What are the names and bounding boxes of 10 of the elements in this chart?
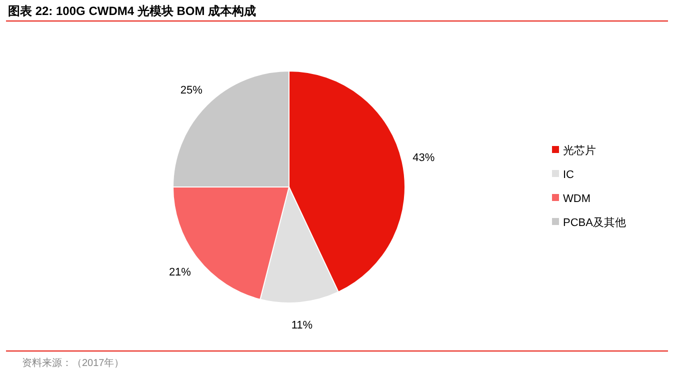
- legend-label: 光芯片: [563, 144, 596, 157]
- text: 资料来源：（2017年）: [22, 357, 124, 369]
- data-label: 25%: [180, 84, 203, 96]
- legend-label: PCBA及其他: [563, 216, 626, 229]
- data-label: 11%: [291, 319, 313, 332]
- data-label: 21%: [168, 266, 192, 279]
- legend-label: WDM: [563, 193, 590, 205]
- data-label: 43%: [412, 152, 435, 164]
- legend-label: IC: [563, 169, 574, 181]
- chart-title: 图表 22: 100G CWDM4 光模块 BOM 成本构成: [8, 4, 256, 18]
